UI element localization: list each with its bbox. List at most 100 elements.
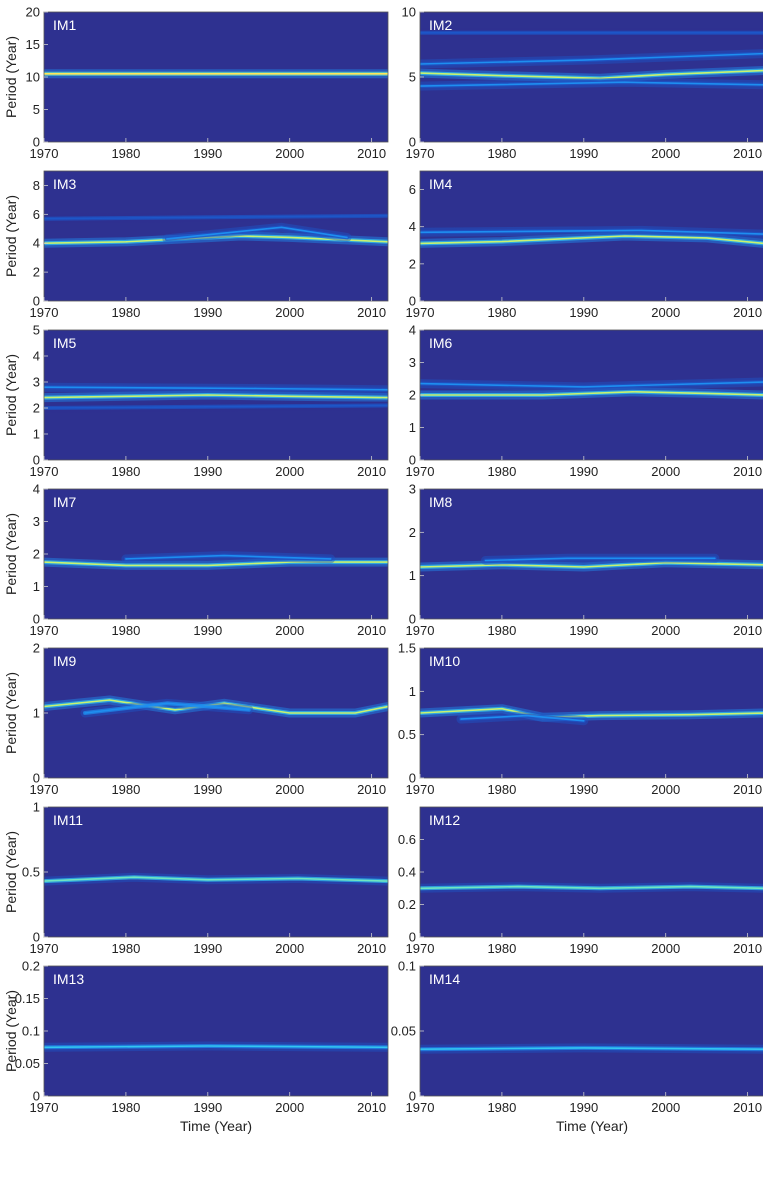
ridge-0: [420, 885, 763, 890]
ridge-group: [420, 377, 763, 400]
panel-title: IM12: [429, 812, 460, 828]
y-tick-label: 2: [409, 525, 416, 540]
ridge-2: [44, 215, 388, 220]
plot-frame: [43, 329, 389, 461]
y-tick-label: 0.05: [15, 1056, 40, 1071]
x-tick-label: 1970: [406, 464, 435, 479]
x-tick-label: 1980: [487, 1100, 516, 1115]
y-tick-label: 4: [33, 349, 40, 364]
x-tick-label: 1980: [111, 623, 140, 638]
y-tick-label: 10: [26, 70, 40, 85]
ridge-1: [44, 386, 388, 391]
y-tick-label: 0.6: [398, 832, 416, 847]
x-tick-label: 2000: [275, 464, 304, 479]
y-tick-label: 1: [33, 579, 40, 594]
x-tick-label: 1970: [406, 305, 435, 320]
y-tick-label: 3: [33, 375, 40, 390]
plot-frame: [419, 170, 763, 302]
x-tick-label: 1990: [569, 146, 598, 161]
ridge-1: [84, 702, 250, 714]
plot-frame: [43, 170, 389, 302]
x-tick-label: 1990: [193, 782, 222, 797]
y-tick-label: 0: [33, 453, 40, 468]
x-axis-label: Time (Year): [556, 1118, 628, 1134]
x-tick-label: 2010: [733, 305, 762, 320]
panel-im1: IM1 0 5 10 15 20 1970 1980 1990 2000 2010 Period (Y…: [3, 5, 389, 161]
ridge-0: [420, 1047, 763, 1050]
y-tick-label: 0: [409, 453, 416, 468]
y-tick-label: 1: [409, 420, 416, 435]
x-tick-label: 1990: [193, 305, 222, 320]
y-tick-label: 0: [33, 771, 40, 786]
x-tick-label: 1970: [30, 464, 59, 479]
y-tick-label: 0.1: [22, 1024, 40, 1039]
panel-im13: IM13 0 0.05 0.1 0.15 0.2 1970 1980 1990 2000 2010 P…: [3, 959, 389, 1134]
x-tick-label: 1990: [193, 146, 222, 161]
x-tick-label: 2000: [651, 623, 680, 638]
y-axis-label: Period (Year): [3, 831, 19, 913]
ridge-1: [420, 229, 763, 235]
x-tick-label: 2000: [275, 623, 304, 638]
y-axis-label: Period (Year): [3, 672, 19, 754]
x-tick-label: 2010: [733, 623, 762, 638]
x-tick-label: 1990: [569, 1100, 598, 1115]
y-axis-label: Period (Year): [3, 36, 19, 118]
y-tick-label: 1: [409, 684, 416, 699]
x-tick-label: 1990: [193, 1100, 222, 1115]
plot-frame: [419, 647, 763, 779]
y-tick-label: 3: [409, 482, 416, 497]
x-tick-label: 2010: [733, 146, 762, 161]
ridge-0: [420, 391, 763, 396]
x-tick-label: 2010: [357, 146, 386, 161]
x-tick-label: 1990: [193, 623, 222, 638]
x-tick-label: 1990: [193, 941, 222, 956]
x-tick-label: 1990: [569, 623, 598, 638]
y-tick-label: 0.5: [22, 865, 40, 880]
ridge-0: [44, 561, 388, 567]
panel-title: IM2: [429, 17, 453, 33]
x-tick-label: 2000: [651, 941, 680, 956]
ridge-1: [166, 226, 348, 240]
panel-title: IM7: [53, 494, 77, 510]
y-tick-label: 0: [409, 135, 416, 150]
y-tick-label: 0: [33, 294, 40, 309]
x-tick-label: 1990: [193, 464, 222, 479]
panel-title: IM14: [429, 971, 460, 987]
panel-im6: IM6 0 1 2 3 4 1970 1980 1990 2000 2010: [406, 323, 763, 479]
plot-area: [44, 966, 388, 1096]
ridge-group: [420, 28, 763, 91]
ridge-group: [420, 882, 763, 893]
ridge-1: [420, 52, 763, 65]
ridge-0: [44, 394, 388, 399]
y-axis-label: Period (Year): [3, 513, 19, 595]
y-tick-label: 5: [33, 102, 40, 117]
panel-title: IM13: [53, 971, 84, 987]
x-tick-label: 2010: [357, 1100, 386, 1115]
ridge-0: [44, 699, 388, 714]
x-tick-label: 2010: [357, 782, 386, 797]
panel-im3: IM3 0 2 4 6 8 1970 1980 1990 2000 2010 Period (Year…: [3, 170, 389, 320]
y-axis-label: Period (Year): [3, 354, 19, 436]
y-tick-label: 2: [33, 401, 40, 416]
panel-im8: IM8 0 1 2 3 1970 1980 1990 2000 2010: [406, 482, 763, 638]
ridge-0: [420, 69, 763, 80]
ridge-2: [420, 81, 763, 87]
x-tick-label: 1970: [406, 941, 435, 956]
ridge-0: [44, 1045, 388, 1049]
x-tick-label: 2000: [275, 782, 304, 797]
ridge-1: [460, 714, 585, 722]
ridge-0: [44, 876, 388, 882]
ridge-0: [420, 235, 763, 245]
ridge-group: [44, 382, 388, 413]
x-tick-label: 1970: [30, 305, 59, 320]
ridge-group: [44, 872, 388, 886]
ridge-group: [44, 695, 388, 718]
y-tick-label: 6: [409, 182, 416, 197]
plot-area: [44, 12, 388, 142]
panel-title: IM1: [53, 17, 77, 33]
panel-title: IM9: [53, 653, 77, 669]
x-tick-label: 1980: [487, 305, 516, 320]
ridge-group: [420, 1043, 763, 1054]
y-tick-label: 0.2: [22, 959, 40, 974]
